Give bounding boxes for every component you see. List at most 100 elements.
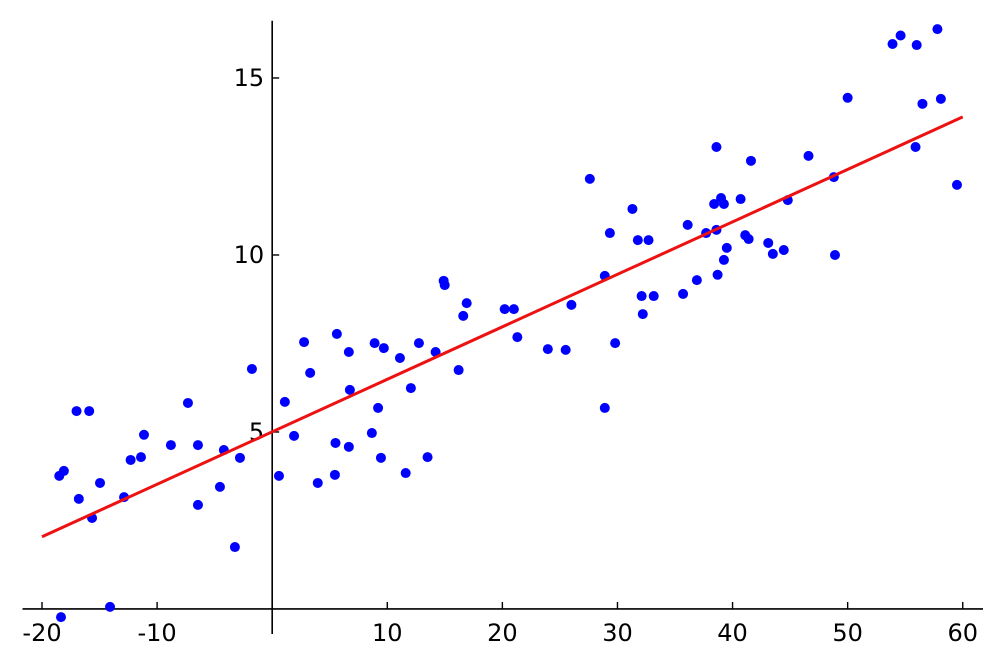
point — [344, 384, 355, 395]
point — [542, 344, 553, 355]
point — [329, 469, 340, 480]
point — [343, 441, 354, 452]
point — [767, 248, 778, 259]
point — [566, 299, 577, 310]
point — [911, 40, 922, 51]
point — [439, 280, 450, 291]
point — [895, 30, 906, 41]
x-tick-label: -20 — [22, 619, 61, 647]
x-tick-label: 20 — [487, 619, 518, 647]
point — [192, 499, 203, 510]
point — [331, 328, 342, 339]
point — [584, 173, 595, 184]
point — [803, 150, 814, 161]
x-tick-label: 30 — [602, 619, 633, 647]
point — [165, 440, 176, 451]
x-tick-label: 60 — [947, 619, 978, 647]
point — [453, 365, 464, 376]
point — [643, 235, 654, 246]
point — [105, 601, 116, 612]
point — [499, 304, 510, 315]
point — [935, 93, 946, 104]
point — [279, 396, 290, 407]
point — [745, 155, 756, 166]
point — [637, 309, 648, 320]
point — [560, 344, 571, 355]
point — [229, 542, 240, 553]
point — [829, 249, 840, 260]
fit-line — [41, 115, 964, 539]
point — [718, 199, 729, 210]
point — [887, 38, 898, 49]
point — [599, 402, 610, 413]
point — [951, 179, 962, 190]
point — [400, 468, 411, 479]
point — [711, 142, 722, 153]
point — [636, 291, 647, 302]
point — [289, 430, 300, 441]
point — [632, 235, 643, 246]
point — [182, 397, 193, 408]
x-tick-label: 10 — [372, 619, 403, 647]
point — [58, 465, 69, 476]
point — [778, 245, 789, 256]
point — [682, 219, 693, 230]
point — [610, 338, 621, 349]
point — [430, 346, 441, 357]
point — [512, 332, 523, 343]
point — [917, 98, 928, 109]
point — [378, 343, 389, 354]
point — [458, 310, 469, 321]
x-tick-label: -10 — [137, 619, 176, 647]
point — [627, 203, 638, 214]
point — [842, 92, 853, 103]
x-tick-label: 40 — [717, 619, 748, 647]
point — [508, 304, 519, 315]
point — [305, 367, 316, 378]
point — [712, 269, 723, 280]
y-tick-label: 5 — [249, 418, 264, 446]
point — [73, 493, 84, 504]
point — [763, 237, 774, 248]
point — [413, 338, 424, 349]
point — [366, 428, 377, 439]
point — [312, 477, 323, 488]
point — [214, 481, 225, 492]
point — [234, 452, 245, 463]
point — [718, 254, 729, 265]
point — [273, 470, 284, 481]
point — [246, 363, 257, 374]
point — [299, 337, 310, 348]
point — [375, 452, 386, 463]
y-tick-label: 15 — [234, 64, 265, 92]
point — [343, 346, 354, 357]
x-tick-label: 50 — [832, 619, 863, 647]
point — [735, 194, 746, 205]
point — [678, 288, 689, 299]
point — [373, 402, 384, 413]
point — [422, 452, 433, 463]
point — [192, 440, 203, 451]
point — [709, 199, 720, 210]
point — [405, 383, 416, 394]
point — [910, 142, 921, 153]
point — [71, 406, 82, 417]
point — [394, 352, 405, 363]
point — [84, 406, 95, 417]
point — [691, 275, 702, 286]
point — [604, 228, 615, 239]
point — [369, 338, 380, 349]
point — [330, 437, 341, 448]
point — [125, 454, 136, 465]
point — [743, 234, 754, 245]
point — [135, 452, 146, 463]
point — [648, 291, 659, 302]
point — [55, 612, 66, 623]
point — [95, 477, 106, 488]
point — [721, 242, 732, 253]
point — [932, 24, 943, 35]
point — [138, 429, 149, 440]
y-tick-label: 10 — [234, 241, 265, 269]
